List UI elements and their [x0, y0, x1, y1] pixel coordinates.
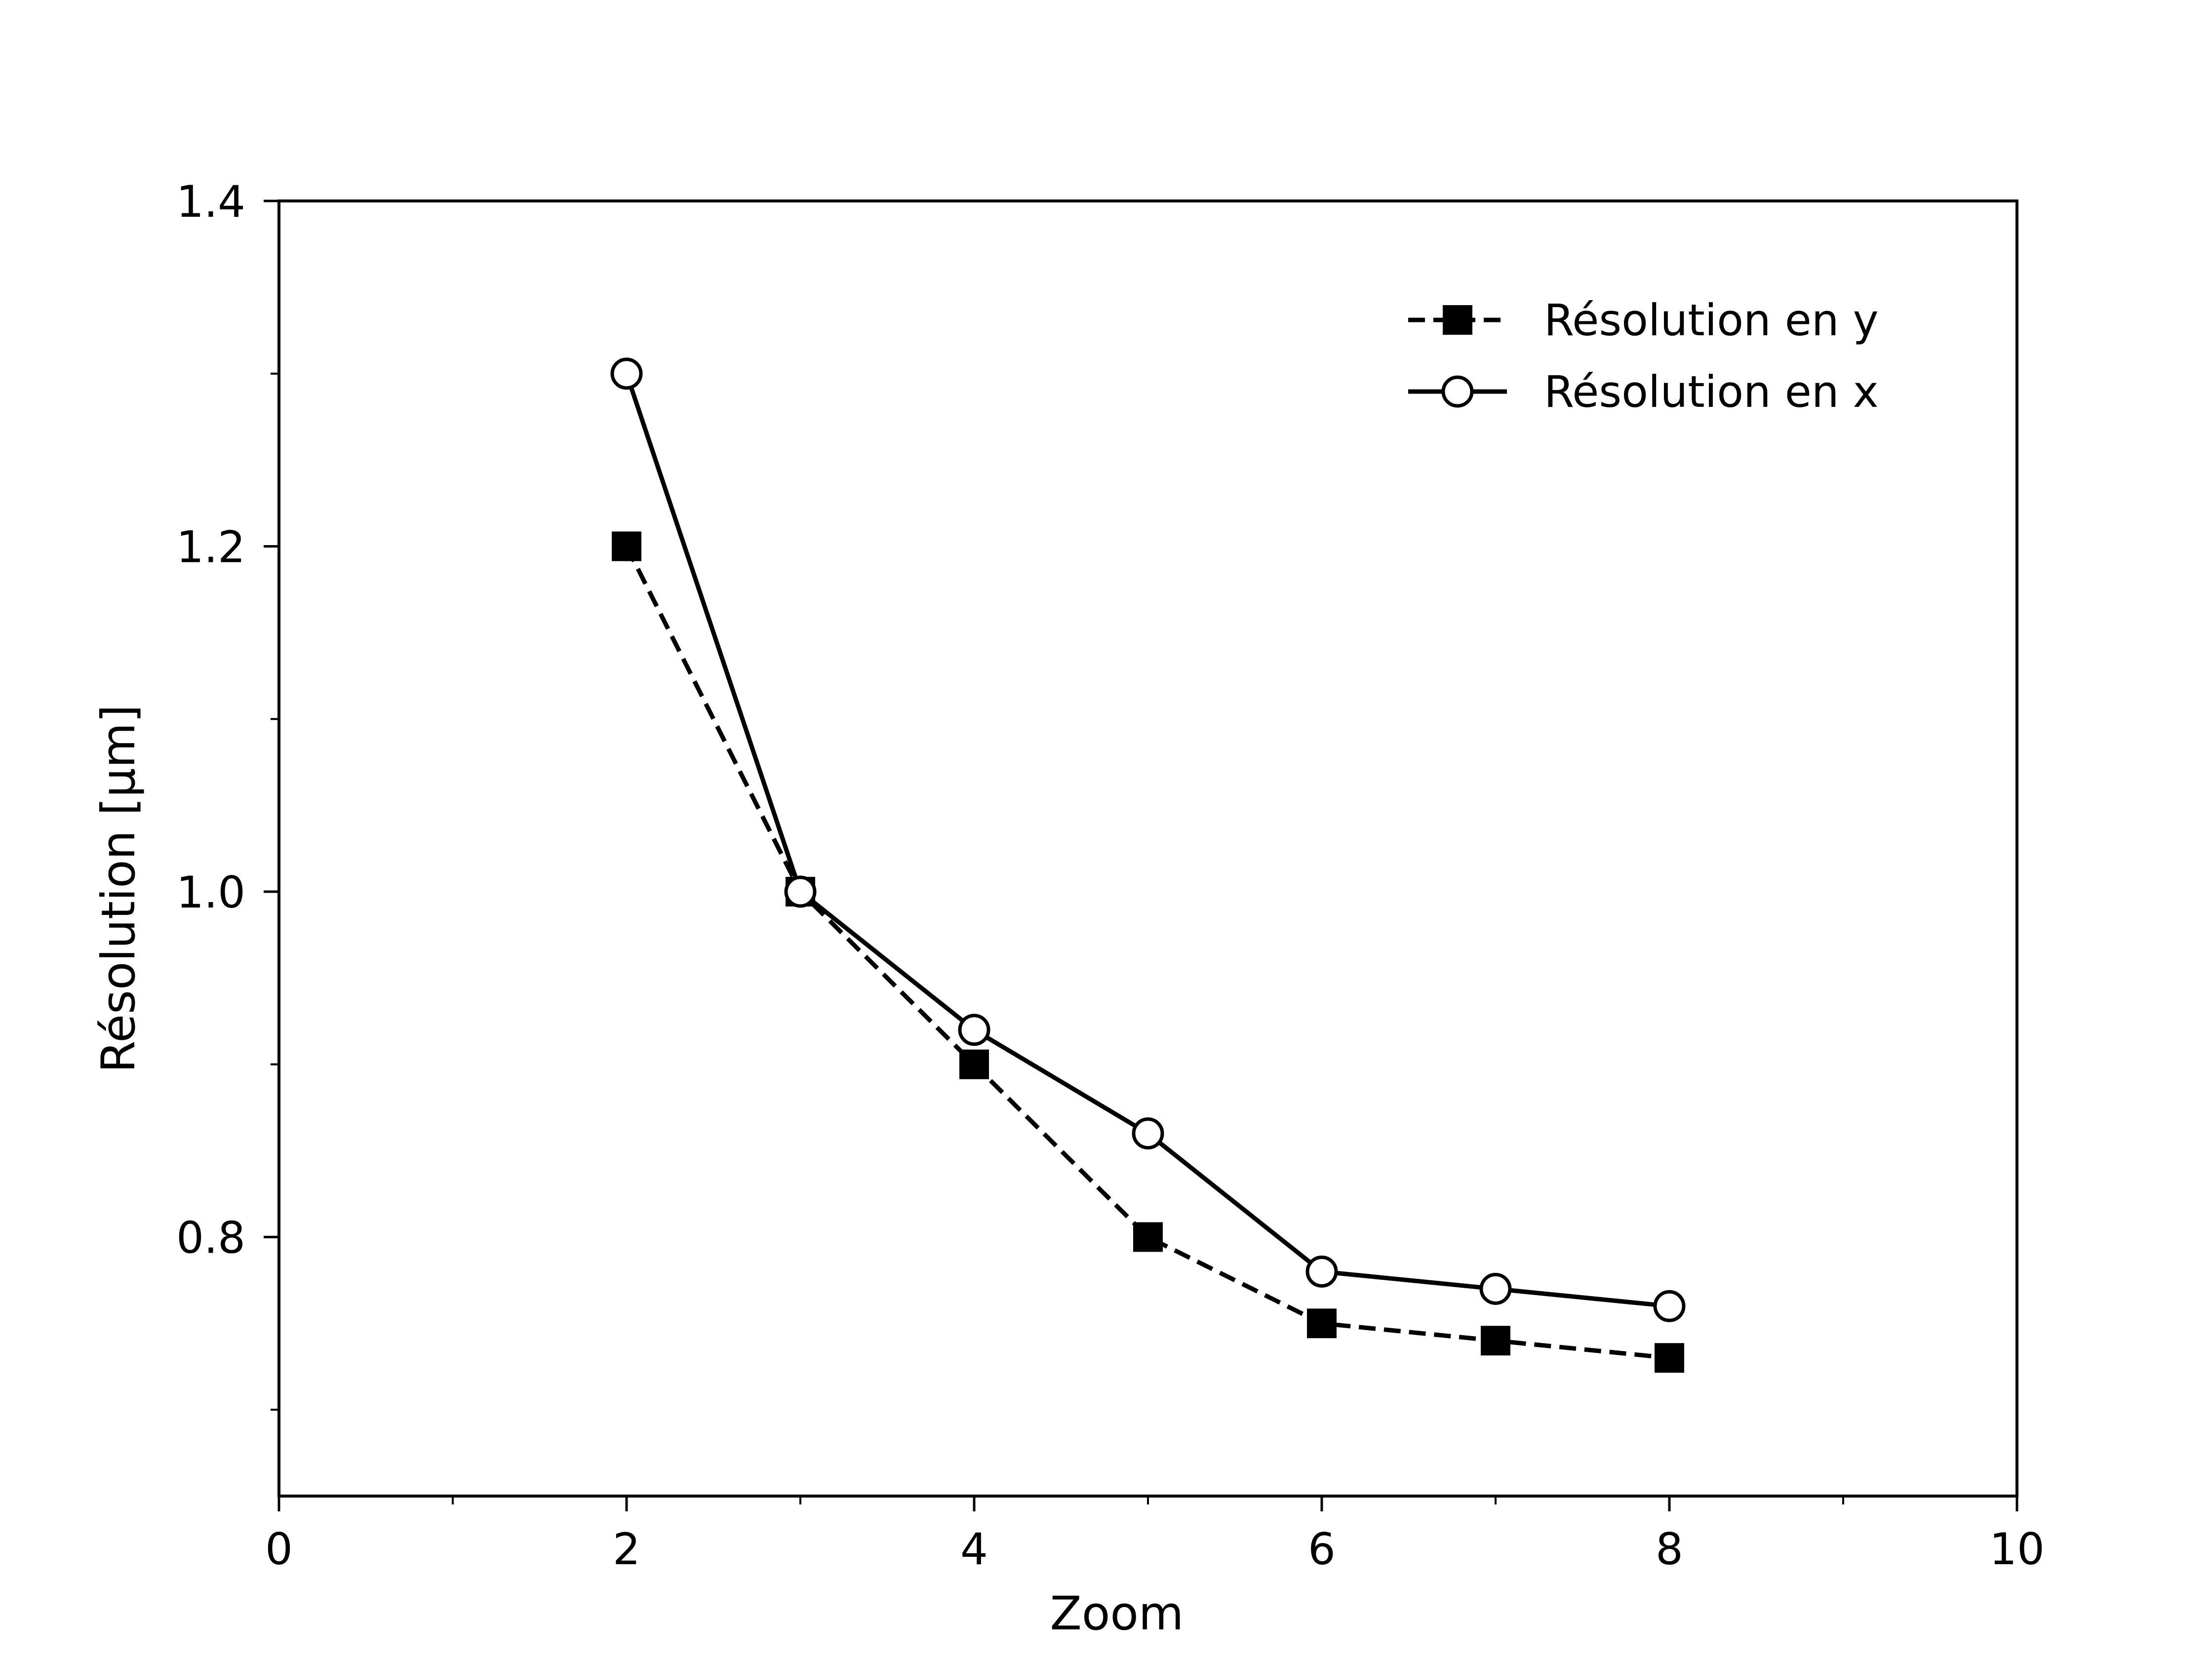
data-point-series1-3 [959, 1049, 989, 1079]
legend-label-1: Résolution en y [1544, 295, 1879, 346]
axes-layer: 0 2 4 6 8 10 0.8 1.0 1.2 1.4 [176, 176, 2045, 1575]
data-point-series1-4 [1133, 1222, 1163, 1252]
data-point-series1-6 [1481, 1326, 1510, 1356]
y-tick-label-4: 1.4 [176, 176, 245, 227]
y-axis-label: Résolution [μm] [92, 705, 146, 1073]
legend-marker-1 [1443, 305, 1472, 335]
x-tick-label-4: 6 [1308, 1524, 1336, 1575]
legend: Résolution en y Résolution en x [1408, 295, 1879, 417]
y-tick-label-1: 0.8 [176, 1212, 245, 1263]
data-point-series1-5 [1307, 1308, 1337, 1339]
x-axis-label: Zoom [1050, 1587, 1184, 1641]
data-point-series2-6 [1479, 1272, 1512, 1305]
data-point-series2-3 [958, 1014, 990, 1046]
data-point-series2-5 [1305, 1255, 1338, 1288]
x-tick-label-1: 0 [265, 1524, 293, 1575]
x-tick-label-5: 8 [1656, 1524, 1683, 1575]
legend-label-2: Résolution en x [1544, 366, 1879, 417]
data-point-series1-7 [1655, 1343, 1684, 1373]
legend-marker-2 [1441, 375, 1474, 408]
data-point-series2-2 [784, 875, 817, 908]
x-tick-label-6: 10 [1989, 1524, 2045, 1575]
data-point-series2-1 [610, 357, 643, 390]
y-tick-label-2: 1.0 [176, 867, 245, 918]
x-tick-label-3: 4 [960, 1524, 988, 1575]
data-point-series1-1 [612, 531, 641, 561]
x-tick-label-2: 2 [613, 1524, 640, 1575]
data-point-series2-7 [1653, 1290, 1686, 1322]
y-tick-label-3: 1.2 [176, 521, 245, 572]
plot-series-layer [610, 357, 1686, 1373]
data-point-series2-4 [1132, 1117, 1164, 1150]
